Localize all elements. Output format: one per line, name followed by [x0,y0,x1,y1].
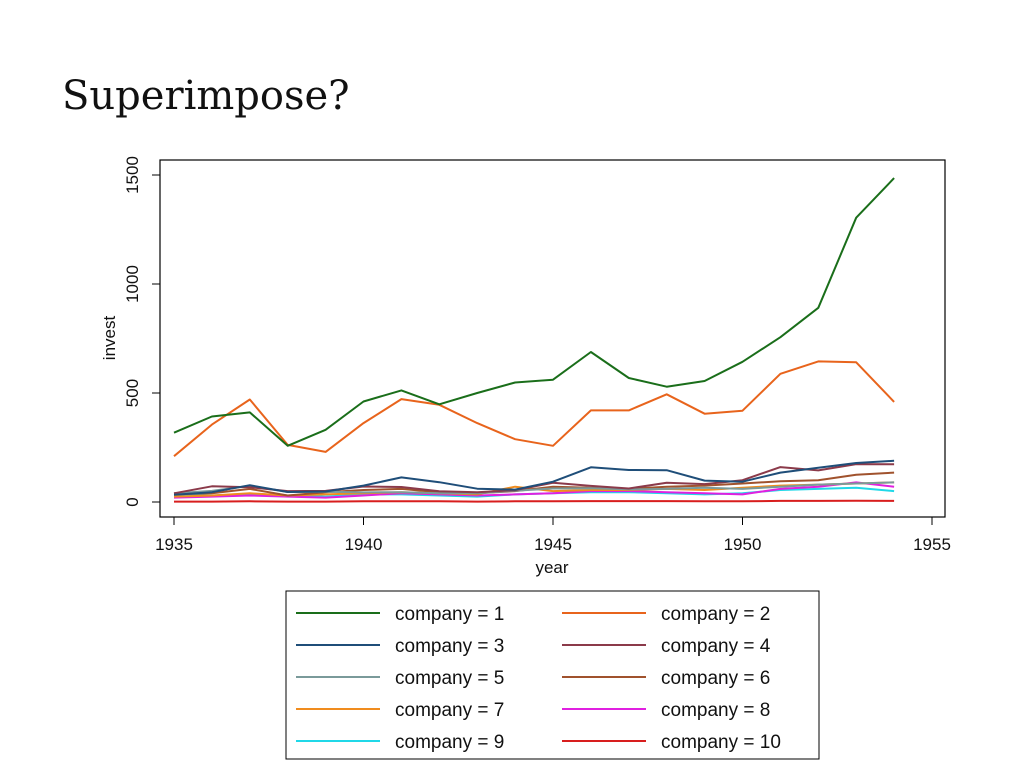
y-tick-label: 1000 [123,265,142,303]
legend-label: company = 10 [661,732,781,753]
x-tick-label: 1940 [345,535,383,554]
series-line [174,499,895,503]
legend-label: company = 7 [395,700,504,721]
x-tick-label: 1955 [913,535,951,554]
slide-title: Superimpose? [62,73,350,119]
y-tick-label: 500 [123,379,142,407]
legend-label: company = 1 [395,604,504,625]
series-line [173,177,895,447]
legend-box [285,590,820,760]
legend: company = 1 company = 2 company = 3 company… [296,604,781,753]
series-lines [173,177,895,503]
legend-label: company = 4 [661,636,771,657]
x-tick-label: 1935 [155,535,193,554]
x-tick-label: 1950 [724,535,762,554]
plot-frame [159,159,946,518]
legend-label: company = 2 [661,604,770,625]
y-axis: 0 500 1000 1500 [123,156,161,507]
series-line [173,481,895,499]
legend-label: company = 3 [395,636,504,657]
legend-label: company = 8 [661,700,770,721]
y-tick-label: 1500 [123,156,142,194]
legend-label: company = 6 [661,668,770,689]
x-axis-title: year [535,558,568,577]
x-axis: 1935 1940 1945 1950 1955 [155,516,951,554]
x-tick-label: 1945 [534,535,572,554]
y-axis-title: invest [100,316,119,361]
series-line [173,360,895,457]
legend-label: company = 9 [395,732,504,753]
y-tick-label: 0 [123,497,142,506]
legend-label: company = 5 [395,668,504,689]
series-line [173,459,895,496]
